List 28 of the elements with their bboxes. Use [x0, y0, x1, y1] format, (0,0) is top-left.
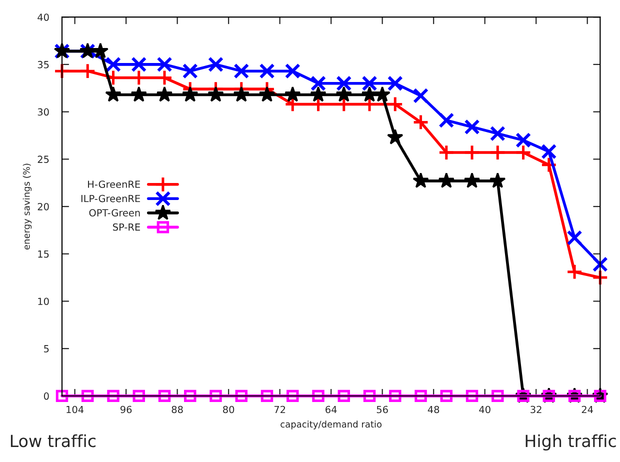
- y-tick-label: 30: [38, 108, 49, 116]
- y-tick-label: 10: [38, 298, 49, 306]
- text: High traffic: [526, 434, 616, 450]
- x-tick-label: 104: [66, 406, 84, 414]
- legend-label: H-GreenRE: [88, 180, 140, 188]
- y-tick-label: 40: [38, 14, 49, 21]
- y-tick-label: 20: [38, 202, 49, 210]
- y-tick-label: 25: [38, 156, 49, 163]
- x-axis-title: capacity/demand ratio: [280, 420, 382, 430]
- x-tick-label: 88: [172, 406, 183, 414]
- x-tick-label: 96: [120, 406, 132, 414]
- x-tick-label: 24: [582, 406, 593, 414]
- x-tick-label: 80: [223, 406, 234, 414]
- y-tick-label: 15: [38, 250, 49, 258]
- legend-label: ILP-GreenRE: [81, 194, 140, 202]
- x-tick-label: 40: [479, 406, 490, 414]
- y-axis-title: energy savings (%): [22, 164, 32, 250]
- y-tick-label: 5: [44, 345, 49, 352]
- x-tick-label: 64: [326, 406, 337, 414]
- x-tick-label: 56: [376, 406, 388, 414]
- legend-label: OPT-Green: [89, 209, 140, 216]
- x-tick-label: 72: [274, 406, 286, 414]
- y-tick-label: 0: [44, 392, 49, 400]
- y-tick-label: 35: [38, 60, 49, 68]
- text: Low traffic: [10, 434, 96, 448]
- legend-label: SP-RE: [113, 223, 140, 231]
- x-tick-label: 32: [530, 406, 542, 414]
- x-tick-label: 48: [428, 406, 440, 414]
